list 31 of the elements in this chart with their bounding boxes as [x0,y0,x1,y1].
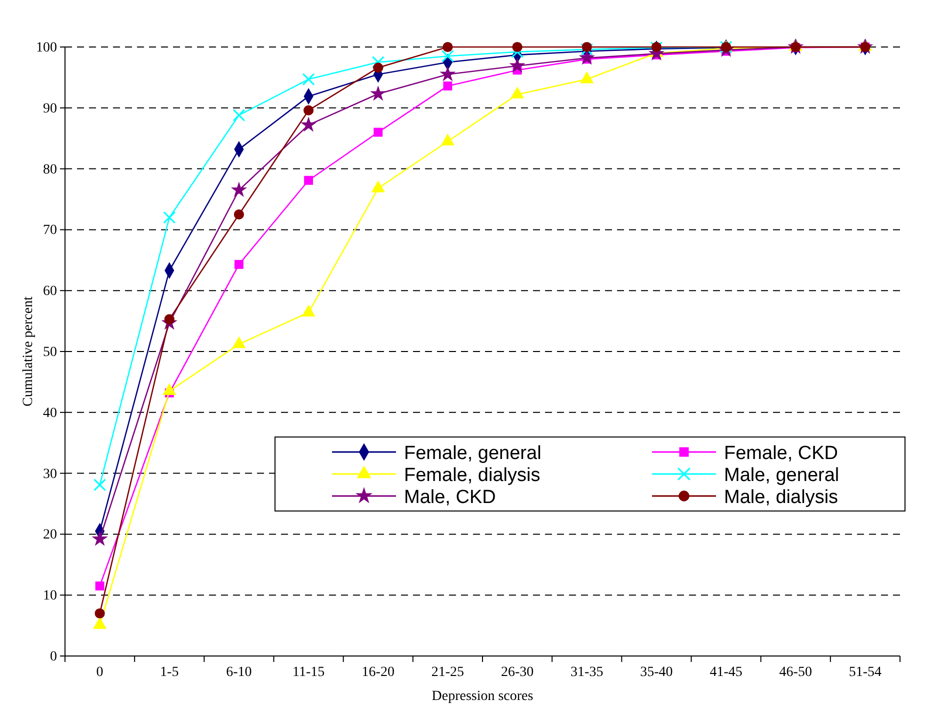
y-tick-label: 70 [43,223,57,238]
y-tick-label: 10 [43,588,57,604]
x-tick-label: 1-5 [160,664,179,680]
y-axis-title: Cumulative percent [21,296,36,407]
x-tick-label: 35-40 [640,664,673,680]
y-tick-label: 30 [43,466,57,482]
legend-label: Male, general [724,465,840,486]
legend-label: Female, general [404,443,542,464]
y-tick-label: 90 [43,101,57,116]
legend-label: Female, dialysis [404,465,540,486]
y-tick-label: 80 [43,162,57,178]
y-tick-label: 50 [43,344,57,360]
x-tick-label: 51-54 [848,664,882,680]
y-tick-label: 0 [50,649,57,664]
legend-label: Female, CKD [724,443,838,464]
x-tick-label: 41-45 [710,664,742,680]
x-tick-label: 46-50 [779,664,812,680]
y-tick-label: 40 [43,406,57,421]
legend-label: Male, CKD [404,487,496,508]
x-axis-title: Depression scores [432,689,534,704]
y-tick-label: 20 [43,528,57,543]
x-tick-label: 6-10 [226,664,252,680]
x-tick-label: 31-35 [570,664,604,680]
x-tick-label: 21-25 [431,664,464,680]
y-tick-label: 100 [36,40,57,56]
x-tick-label: 16-20 [362,664,394,680]
y-tick-label: 60 [43,284,57,300]
legend-label: Male, dialysis [724,487,838,508]
x-tick-label: 0 [96,664,104,680]
x-tick-label: 26-30 [500,664,534,680]
x-tick-label: 11-15 [292,664,325,680]
